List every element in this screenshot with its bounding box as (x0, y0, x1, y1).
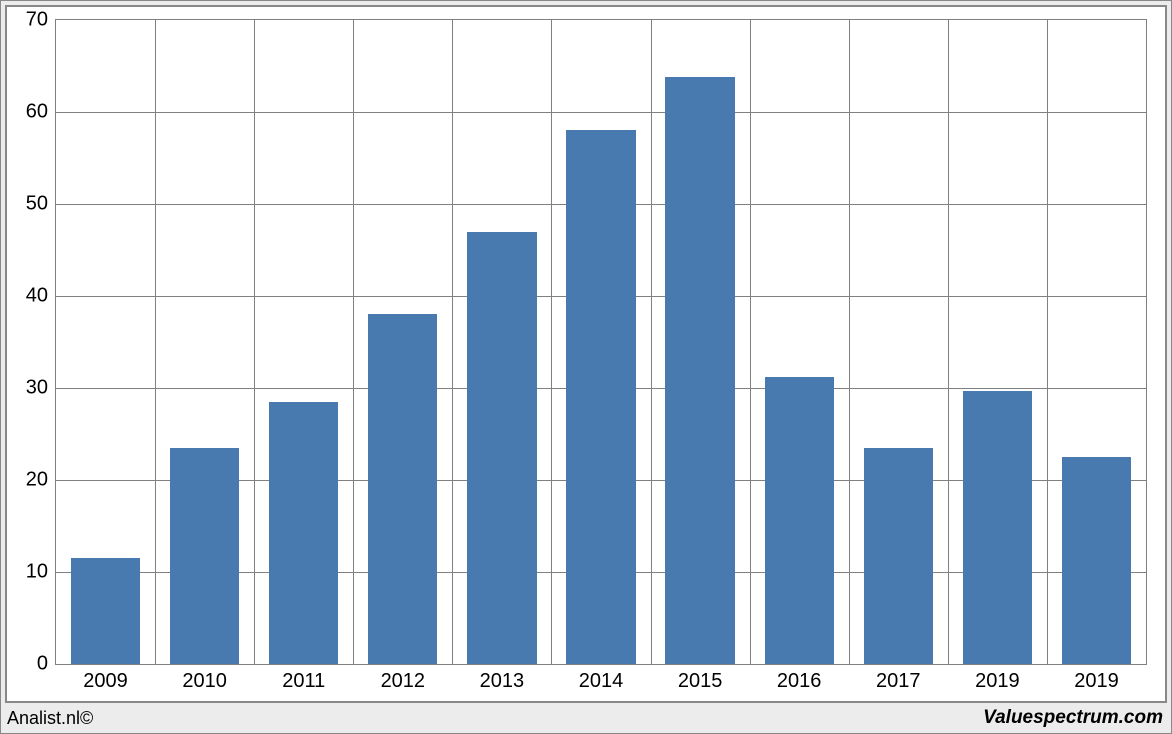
gridline-vertical (254, 20, 255, 664)
y-axis-tick-label: 20 (12, 469, 48, 492)
y-axis-tick-label: 30 (12, 377, 48, 400)
gridline-horizontal (56, 112, 1146, 113)
y-axis-tick-label: 60 (12, 101, 48, 124)
x-axis-tick-label: 2013 (480, 670, 525, 693)
x-axis-tick-label: 2012 (381, 670, 426, 693)
bar (368, 314, 437, 664)
bar (1062, 457, 1131, 664)
gridline-vertical (353, 20, 354, 664)
x-axis-tick-label: 2010 (182, 670, 227, 693)
x-axis-tick-label: 2017 (876, 670, 921, 693)
y-axis-tick-label: 0 (12, 653, 48, 676)
bar (963, 391, 1032, 664)
gridline-vertical (551, 20, 552, 664)
x-axis-tick-label: 2015 (678, 670, 723, 693)
x-axis-tick-label: 2016 (777, 670, 822, 693)
bar (765, 377, 834, 664)
footer-attribution-left: Analist.nl© (7, 708, 93, 729)
x-axis-tick-label: 2014 (579, 670, 624, 693)
bar (269, 402, 338, 664)
footer-attribution-right: Valuespectrum.com (983, 707, 1163, 729)
bar (71, 558, 140, 664)
x-axis-tick-label: 2019 (1074, 670, 1119, 693)
plot-area: 0102030405060702009201020112012201320142… (55, 19, 1147, 665)
y-axis-tick-label: 50 (12, 193, 48, 216)
gridline-vertical (452, 20, 453, 664)
bar (864, 448, 933, 664)
x-axis-tick-label: 2019 (975, 670, 1020, 693)
gridline-vertical (750, 20, 751, 664)
bar (665, 77, 734, 664)
bar (566, 130, 635, 664)
bar (170, 448, 239, 664)
gridline-vertical (849, 20, 850, 664)
chart-frame: 0 10 20 30 40 50 60 70 2009 2010 2011 2012 2013 2014 2… (5, 5, 1167, 703)
chart-container: 0 10 20 30 40 50 60 70 2009 2010 2011 2012 2013 2014 2… (0, 0, 1172, 734)
y-axis-tick-label: 40 (12, 285, 48, 308)
gridline-vertical (948, 20, 949, 664)
gridline-vertical (1047, 20, 1048, 664)
y-axis-tick-label: 70 (12, 9, 48, 32)
y-axis-tick-label: 10 (12, 561, 48, 584)
bar (467, 232, 536, 664)
x-axis-tick-label: 2011 (282, 670, 325, 693)
gridline-vertical (651, 20, 652, 664)
gridline-vertical (155, 20, 156, 664)
x-axis-tick-label: 2009 (83, 670, 128, 693)
